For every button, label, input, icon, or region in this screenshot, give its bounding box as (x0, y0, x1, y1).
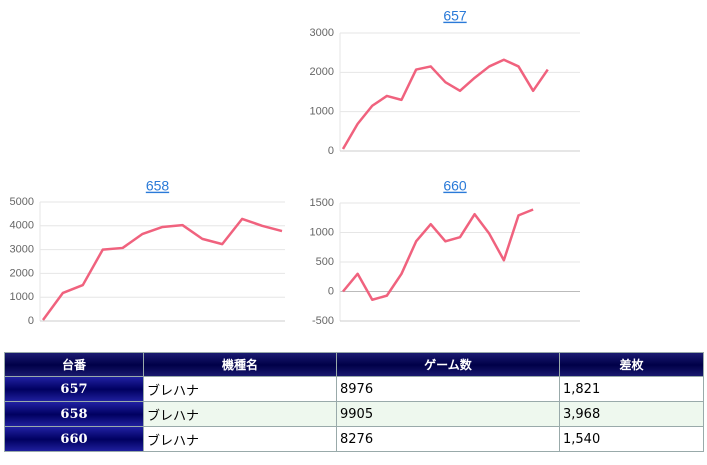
cell: 8976 (336, 376, 560, 402)
y-tick-label: 0 (28, 315, 34, 327)
data-line (41, 217, 283, 321)
row: 658 ブレハナ 9905 3,968 (4, 401, 704, 427)
data-line (342, 208, 534, 302)
header-cell: ゲーム数 (336, 352, 560, 377)
y-tick-label: 2000 (10, 267, 34, 279)
y-tick-label: 500 (316, 256, 334, 268)
chart-title[interactable]: 658 (146, 178, 170, 194)
header-cell: 差枚 (559, 352, 704, 377)
header-cell: 機種名 (143, 352, 337, 377)
row: 660 ブレハナ 8276 1,540 (4, 426, 704, 452)
y-tick-label: 3000 (10, 244, 34, 256)
cell: ブレハナ (143, 401, 337, 427)
y-tick-label: 2000 (310, 66, 334, 78)
cell: 657 (4, 376, 144, 402)
row: 657 ブレハナ 8976 1,821 (4, 376, 704, 402)
cell: 660 (4, 426, 144, 452)
y-tick-label: 5000 (10, 196, 34, 208)
y-tick-label: 1500 (310, 197, 334, 209)
cell: 3,968 (559, 401, 704, 427)
y-tick-label: 3000 (310, 27, 334, 39)
cell: ブレハナ (143, 426, 337, 452)
cell: 9905 (336, 401, 560, 427)
y-tick-label: 0 (328, 285, 334, 297)
cell: 1,540 (559, 426, 704, 452)
cell: 1,821 (559, 376, 704, 402)
result-table: 台番 機種名 ゲーム数 差枚 657 ブレハナ 8976 1,821 658 ブ… (4, 352, 704, 452)
chart-title[interactable]: 657 (443, 8, 467, 24)
header-cell: 台番 (4, 352, 144, 377)
chart-title[interactable]: 660 (443, 178, 467, 194)
cell: 658 (4, 401, 144, 427)
cell: ブレハナ (143, 376, 337, 402)
y-tick-label: 1000 (310, 106, 334, 118)
y-tick-label: 4000 (10, 220, 34, 232)
y-tick-label: 1000 (10, 291, 34, 303)
cell: 8276 (336, 426, 560, 452)
y-tick-label: 0 (328, 145, 334, 157)
data-line (341, 58, 549, 150)
header-row: 台番 機種名 ゲーム数 差枚 (4, 352, 704, 377)
charts: 6570100020003000658010002000300040005000… (10, 8, 580, 327)
y-tick-label: -500 (312, 315, 334, 327)
y-tick-label: 1000 (310, 226, 334, 238)
